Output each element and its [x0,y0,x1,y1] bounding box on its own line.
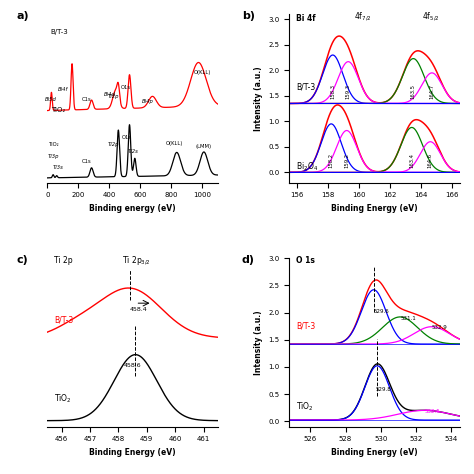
Text: 458.6: 458.6 [124,363,141,368]
Text: 159.3: 159.3 [346,84,351,100]
Text: 532.9: 532.9 [432,326,447,330]
Text: B/T-3: B/T-3 [54,315,73,324]
Text: 531.1: 531.1 [400,316,416,320]
Text: 532.5: 532.5 [425,409,440,414]
Text: Ti2s: Ti2s [128,149,139,154]
Text: Bi 4f: Bi 4f [296,14,316,23]
Text: Bi5d: Bi5d [45,97,56,102]
Text: B/T-3: B/T-3 [296,322,315,331]
Text: 158.3: 158.3 [330,84,335,100]
Text: Bi$_2$O$_4$: Bi$_2$O$_4$ [296,160,319,173]
Text: TiO$_2$: TiO$_2$ [296,401,314,413]
Text: Ti3s: Ti3s [53,164,64,170]
Text: TiO₂: TiO₂ [51,107,65,113]
Text: Ti 2p$_{3/2}$: Ti 2p$_{3/2}$ [122,255,151,267]
Text: O1s: O1s [120,85,131,91]
Text: TiO₂: TiO₂ [49,142,59,147]
Text: Bi4p: Bi4p [142,99,154,104]
Text: 163.4: 163.4 [409,153,414,168]
Text: C1s: C1s [81,97,91,102]
Text: Ti3p: Ti3p [48,154,60,159]
Text: 529.8: 529.8 [375,387,391,392]
Text: O(KLL): O(KLL) [166,141,183,146]
Y-axis label: Intensity (a.u.): Intensity (a.u.) [254,310,263,375]
Text: 164.7: 164.7 [429,84,434,100]
Text: 458.4: 458.4 [130,307,147,312]
Text: 529.6: 529.6 [374,309,390,314]
Text: 158.2: 158.2 [328,153,334,168]
Text: O 1s: O 1s [296,256,315,265]
Text: 163.5: 163.5 [411,84,416,100]
Text: 159.2: 159.2 [344,153,349,168]
Text: b): b) [242,11,255,21]
Text: O(KLL): O(KLL) [193,70,211,75]
Text: (LMM): (LMM) [196,144,212,149]
X-axis label: Binding energy (eV): Binding energy (eV) [89,204,176,213]
Text: 4f$_{7/2}$: 4f$_{7/2}$ [354,10,372,23]
Text: TiO$_2$: TiO$_2$ [54,392,72,405]
Text: Bi4f: Bi4f [58,87,68,92]
Text: O1s: O1s [121,135,131,139]
X-axis label: Binding Energy (eV): Binding Energy (eV) [89,448,176,457]
Text: B/T-3: B/T-3 [51,29,69,36]
X-axis label: Binding Energy (eV): Binding Energy (eV) [331,204,418,213]
Y-axis label: Intensity (a.u.): Intensity (a.u.) [254,66,263,131]
Text: B/T-3: B/T-3 [296,83,315,92]
Text: a): a) [17,11,29,21]
Text: Ti 2p: Ti 2p [54,256,73,265]
X-axis label: Binding Energy (eV): Binding Energy (eV) [331,448,418,457]
Text: d): d) [242,255,255,265]
Text: C1s: C1s [81,159,91,164]
Text: c): c) [17,255,28,265]
Text: Bi4d: Bi4d [103,92,115,97]
Text: Ti2p: Ti2p [108,94,120,99]
Text: Ti2p: Ti2p [108,142,120,147]
Text: 4f$_{5/2}$: 4f$_{5/2}$ [422,10,440,23]
Text: 164.6: 164.6 [428,153,433,168]
